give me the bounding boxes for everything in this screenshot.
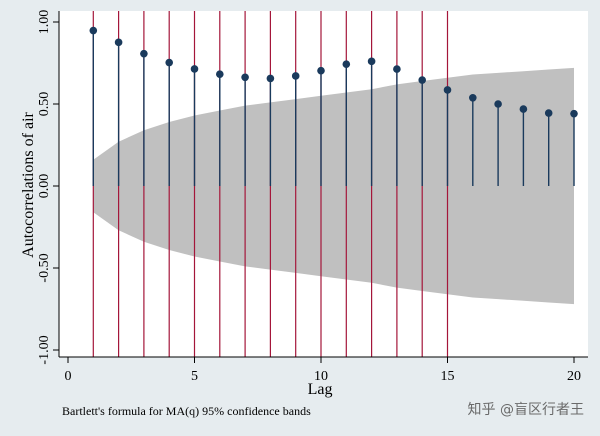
acf-point xyxy=(544,109,553,117)
confidence-band xyxy=(93,67,575,305)
acf-point xyxy=(266,74,275,83)
acf-point xyxy=(494,100,502,108)
acf-point xyxy=(317,66,325,75)
acf-point xyxy=(114,38,123,47)
acf-point xyxy=(393,65,401,73)
axes-layer: 1.00 0.50 0.00 -0.50 -1.00 0 5 10 15 20 xyxy=(37,10,588,384)
y-tick-label: -0.50 xyxy=(37,253,52,282)
acf-point xyxy=(519,105,528,113)
acf-point xyxy=(89,26,98,35)
acf-point xyxy=(190,65,199,73)
acf-point xyxy=(241,73,249,82)
watermark-text: 知乎 @盲区行者王 xyxy=(468,401,584,418)
acf-point xyxy=(469,93,477,102)
acf-point xyxy=(418,76,427,84)
acf-point xyxy=(140,49,148,58)
y-tick-label: 0.00 xyxy=(37,174,52,199)
acf-point xyxy=(165,58,173,67)
acf-point xyxy=(291,72,300,80)
acf-point xyxy=(443,86,452,94)
x-tick-label: 0 xyxy=(65,369,72,384)
y-axis-title: Autocorrelations of air xyxy=(20,111,37,257)
y-tick-label: -1.00 xyxy=(37,335,52,364)
acf-point xyxy=(367,57,376,66)
x-tick-label: 15 xyxy=(441,369,455,384)
y-tick-label: 1.00 xyxy=(37,10,52,35)
stems-layer xyxy=(92,30,575,186)
x-tick-label: 10 xyxy=(314,369,328,384)
points-layer xyxy=(89,26,578,118)
acf-point xyxy=(342,60,351,68)
acf-point xyxy=(216,70,224,78)
x-axis-title: Lag xyxy=(308,381,333,398)
confidence-band-layer xyxy=(93,67,575,305)
x-tick-label: 20 xyxy=(567,369,581,384)
acf-point xyxy=(570,109,578,118)
x-tick-label: 5 xyxy=(191,369,198,384)
y-tick-label: 0.50 xyxy=(37,92,52,117)
confidence-band-note: Bartlett's formula for MA(q) 95% confide… xyxy=(62,404,311,418)
